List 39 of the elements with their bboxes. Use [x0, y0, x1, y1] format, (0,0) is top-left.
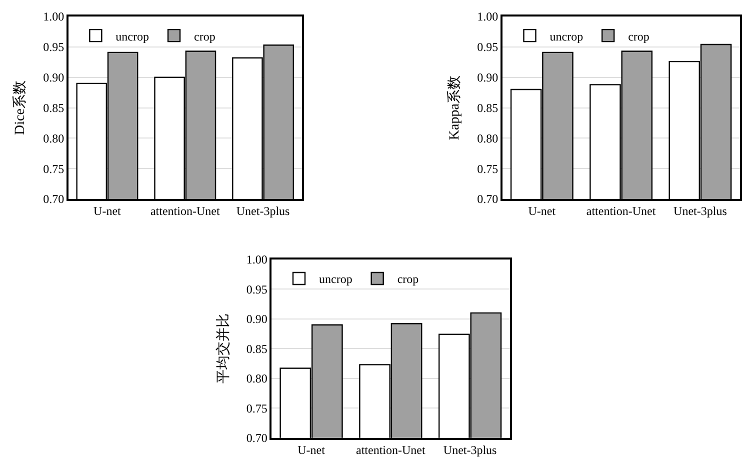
y-tick-label: 0.80	[246, 372, 268, 386]
y-axis-title: 平均交并比	[216, 314, 232, 384]
y-tick-label: 0.90	[43, 70, 64, 85]
x-tick-label: attention-Unet	[586, 204, 656, 218]
x-tick-label: U-net	[298, 442, 326, 457]
x-tick-label: U-net	[94, 204, 122, 218]
legend-label: uncrop	[550, 29, 584, 44]
y-tick-label: 0.85	[477, 100, 498, 115]
legend-label: uncrop	[318, 272, 352, 286]
y-tick-label: 0.75	[477, 162, 498, 176]
y-tick-label: 0.75	[246, 401, 268, 416]
x-tick-label: Unet-3plus	[674, 204, 728, 218]
x-tick-label: Unet-3plus	[443, 442, 498, 457]
legend-label: uncrop	[116, 29, 150, 44]
y-tick-label: 0.95	[43, 40, 64, 54]
y-tick-label: 0.95	[477, 40, 498, 54]
y-tick-label: 0.85	[43, 100, 64, 115]
y-tick-label: 0.75	[43, 162, 64, 176]
y-axis-title: Kappa系数	[446, 76, 462, 140]
legend-label: crop	[397, 272, 419, 286]
y-tick-label: 1.00	[246, 252, 268, 267]
y-tick-label: 0.70	[246, 431, 268, 446]
x-tick-label: attention-Unet	[356, 442, 426, 457]
y-tick-label: 0.85	[246, 342, 268, 356]
y-tick-label: 0.90	[477, 70, 498, 85]
x-tick-label: U-net	[528, 204, 556, 218]
y-tick-label: 0.70	[477, 192, 498, 206]
y-tick-label: 0.90	[246, 312, 268, 326]
y-axis-title: Dice系数	[12, 80, 28, 136]
legend-label: crop	[628, 29, 650, 44]
y-tick-label: 0.95	[246, 282, 268, 296]
x-tick-label: Unet-3plus	[236, 204, 290, 218]
y-tick-label: 1.00	[477, 10, 498, 24]
y-tick-label: 0.70	[43, 192, 64, 206]
legend-label: crop	[194, 29, 216, 44]
y-tick-label: 1.00	[43, 10, 64, 24]
x-tick-label: attention-Unet	[150, 204, 220, 218]
y-tick-label: 0.80	[43, 131, 64, 146]
y-tick-label: 0.80	[477, 131, 498, 146]
